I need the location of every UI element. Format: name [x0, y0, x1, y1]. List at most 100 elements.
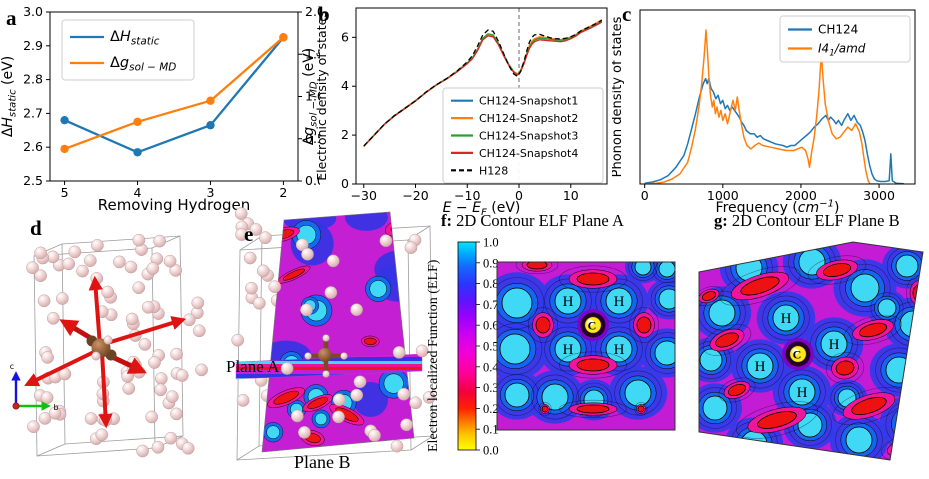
elf-colorbar: 1.0 0.9 0.8 0.7 0.6 0.5 0.4 0.3 0.2 0.1 0.0 [457, 236, 499, 458]
y-tick-label: 2.8 [23, 72, 43, 87]
hydrogen-label: H [614, 342, 625, 358]
y2-tick-label: 2.0 [305, 4, 320, 19]
hydrogen-atom [390, 439, 404, 453]
contour-plot-plane-b: C H H H H [698, 241, 924, 461]
text-label: H128 [479, 164, 508, 177]
legend-box [442, 87, 604, 184]
carbon-label: C [793, 348, 802, 362]
hydrogen-atom [55, 292, 69, 305]
hydrogen-atom [298, 426, 311, 439]
hydrogen-atom [422, 391, 436, 404]
hydrogen-atom [153, 234, 166, 248]
marker-dg-sol-md [206, 96, 215, 105]
chart-enthalpy-vs-removing-hydrogen: 5 4 3 2 2.5 2.6 2.7 2.8 2.9 3.0 0.0 0.5 1.0 1.5 2.0 Rem… [0, 4, 320, 214]
x-tick-label: 5 [61, 185, 69, 200]
hydrogen-atom [252, 296, 266, 310]
text-label: Frequency (cm−1) [716, 199, 840, 215]
hydrogen-atom [62, 257, 76, 271]
hydrogen-atom [400, 418, 413, 432]
hydrogen-atom [164, 431, 178, 445]
hydrogen-atom [234, 207, 248, 220]
hydrogen-atom [91, 239, 104, 252]
hydrogen-atom [76, 264, 89, 278]
hydrogen-atom [300, 303, 313, 317]
colorbar-tick-label: 0.6 [483, 319, 499, 333]
hydrogen-atom [41, 351, 54, 364]
hydrogen-label: H [829, 337, 840, 353]
hydrogen-atom [68, 245, 82, 259]
contour-f-title-text: 2D Contour ELF Plane A [456, 211, 624, 230]
panel-label-c: c [622, 2, 632, 26]
x-tick-label: 1000 [707, 188, 739, 203]
hydrogen-atom [146, 262, 160, 275]
hydrogen-atom [154, 383, 167, 397]
hydrogen-atom [397, 387, 411, 401]
hydrogen-atom [259, 231, 272, 245]
panel-label-a: a [6, 6, 17, 30]
contour-frame [698, 241, 924, 461]
chart-electronic-dos: −30 −20 −10 0 10 0 2 4 6 E − EF (eV) Electronic de… [315, 7, 608, 215]
legend-box [779, 15, 911, 63]
hydrogen-atom [175, 369, 189, 382]
text-label: b [53, 403, 58, 412]
y-tick-label: 2 [341, 127, 349, 142]
hydrogen-atom [165, 390, 179, 404]
text-label: Removing Hydrogen [98, 196, 251, 214]
text-label: CH124-Snapshot4 [479, 147, 578, 160]
marker-dg-sol-md [279, 33, 288, 42]
hydrogen-atom [268, 280, 282, 294]
hydrogen-atoms-front [235, 223, 429, 453]
y-tick-label: 6 [341, 29, 349, 44]
y-tick-label: 2.5 [23, 173, 43, 188]
hydrogen-atom [192, 324, 206, 338]
series-h128 [363, 19, 603, 147]
structure-elf-planes-view [231, 207, 436, 461]
hydrogen-atom [235, 228, 248, 241]
colorbar-tick-label: 0.0 [483, 444, 499, 458]
marker-dh-static [206, 121, 215, 130]
hydrogen-atom [37, 294, 51, 308]
plot-frame [355, 7, 608, 185]
hydrogen-atoms [26, 234, 208, 458]
hydrogen-atom [404, 241, 418, 254]
y-tick-label: 2.7 [23, 105, 43, 120]
x-tick-label: 4 [134, 185, 142, 200]
hydrogen-atom [392, 346, 406, 359]
colorbar-tick-label: 1.0 [483, 236, 499, 250]
hydrogen-atom [332, 393, 346, 407]
hydrogen-atom [84, 412, 98, 425]
hydrogen-atom [132, 234, 146, 247]
hydrogen-atom [95, 428, 109, 442]
contour-g-title: g: 2D Contour ELF Plane B [714, 211, 929, 231]
hydrogen-atom [34, 246, 47, 260]
hydrogen-atom [136, 444, 149, 458]
hydrogen-atom [353, 375, 367, 389]
panel-label-b: b [318, 2, 330, 26]
crystal-structure-view: cb [10, 234, 208, 458]
panel-label-e: e [244, 222, 254, 246]
x-tick-label: 3 [206, 185, 214, 200]
x-tick-label: 0 [641, 188, 649, 203]
hydrogen-atom [322, 370, 330, 378]
hydrogen-label: H [614, 294, 625, 310]
text-label: CH124-Snapshot3 [479, 130, 578, 143]
hydrogen-atom [280, 362, 294, 375]
colorbar-tick-label: 0.9 [483, 256, 499, 270]
hydrogen-atom [350, 303, 363, 317]
y-tick-label: 3.0 [23, 4, 43, 19]
hydrogen-atom [322, 334, 330, 342]
y-tick-label: 4 [341, 78, 349, 93]
hydrogen-atom [101, 285, 115, 299]
hydrogen-atom [145, 410, 159, 424]
hydrogen-atom [236, 394, 250, 407]
displacement-arrow [24, 348, 99, 387]
contour-g-title-text: 2D Contour ELF Plane B [731, 211, 900, 230]
colorbar-tick-label: 0.7 [483, 298, 499, 312]
hydrogen-atom [148, 356, 161, 369]
hydrogen-atom [38, 412, 52, 425]
y-tick-label: 2.9 [23, 38, 43, 53]
y2-tick-label: 0.0 [305, 173, 320, 188]
y-tick-label: 2.6 [23, 139, 43, 154]
